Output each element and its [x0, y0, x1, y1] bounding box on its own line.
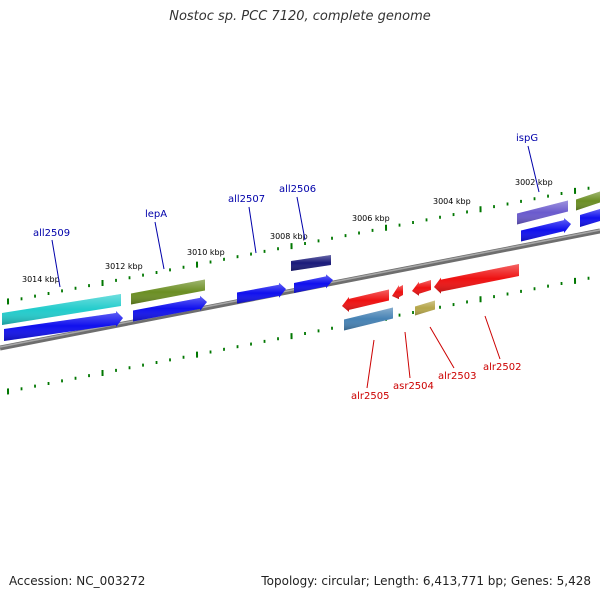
forward-gene-arrow[interactable]: [521, 218, 571, 242]
cog-feature-bar[interactable]: [576, 191, 600, 211]
gene-leader-line: [366, 339, 375, 389]
gene-label[interactable]: all2506: [279, 184, 316, 195]
tick-label: 3008 kbp: [270, 232, 308, 241]
label-layer: all2509 lepA all2507 all2506 ispG alr2505 asr2…: [33, 133, 540, 402]
gene-label[interactable]: alr2505: [351, 391, 389, 402]
tick-label: 3006 kbp: [352, 214, 390, 223]
feature-layer: [2, 191, 600, 341]
reverse-gene-arrow[interactable]: [392, 285, 403, 300]
cog-feature-bar[interactable]: [415, 300, 435, 316]
gene-leader-line: [51, 239, 61, 288]
map-title: Nostoc sp. PCC 7120, complete genome: [169, 9, 431, 24]
cog-feature-bar[interactable]: [2, 294, 121, 325]
forward-gene-arrow[interactable]: [133, 295, 207, 322]
gene-label[interactable]: all2507: [228, 194, 265, 205]
gene-leader-line: [484, 315, 501, 360]
tick-label: 3010 kbp: [187, 248, 225, 257]
cog-feature-bar[interactable]: [517, 200, 568, 225]
gene-leader-line: [248, 206, 257, 254]
tick-label: 3012 kbp: [105, 262, 143, 271]
gene-label[interactable]: all2509: [33, 228, 70, 239]
genome-summary-text: Topology: circular; Length: 6,413,771 bp…: [261, 574, 591, 588]
gene-label[interactable]: alr2502: [483, 362, 521, 373]
reverse-gene-arrow[interactable]: [342, 289, 389, 312]
gene-label[interactable]: ispG: [516, 133, 538, 144]
forward-gene-arrow[interactable]: [4, 311, 123, 341]
gene-label[interactable]: asr2504: [393, 381, 434, 392]
gene-label[interactable]: alr2503: [438, 371, 476, 382]
cog-feature-bar[interactable]: [291, 255, 331, 271]
forward-gene-arrow[interactable]: [237, 282, 286, 304]
tick-label: 3014 kbp: [22, 275, 60, 284]
gene-leader-line: [527, 145, 540, 193]
cog-feature-bar[interactable]: [344, 307, 393, 331]
gene-leader-line: [404, 331, 411, 379]
reverse-gene-arrow[interactable]: [412, 280, 431, 296]
forward-gene-arrow[interactable]: [294, 274, 333, 293]
gene-leader-line: [154, 221, 165, 270]
cog-feature-bar[interactable]: [131, 279, 205, 305]
forward-gene-arrow[interactable]: [580, 209, 600, 227]
tick-label: 3002 kbp: [515, 178, 553, 187]
gene-label[interactable]: lepA: [145, 209, 167, 220]
gene-leader-line: [296, 196, 306, 241]
accession-text: Accession: NC_003272: [9, 574, 146, 588]
tick-label: 3004 kbp: [433, 197, 471, 206]
gene-leader-line: [429, 326, 455, 369]
reverse-gene-arrow[interactable]: [434, 264, 519, 294]
